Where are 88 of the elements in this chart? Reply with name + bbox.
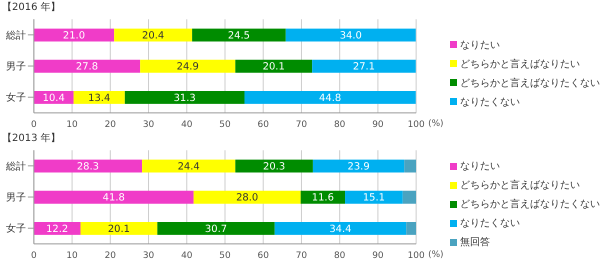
x-tick-label: 60 bbox=[258, 120, 270, 130]
bar bbox=[34, 60, 140, 73]
data-label: 34.0 bbox=[340, 30, 362, 42]
x-tick-label: 90 bbox=[372, 251, 384, 262]
legend-label: なりたい bbox=[460, 160, 500, 173]
y-tick-label: 総計 bbox=[4, 160, 26, 172]
x-tick-label: 50 bbox=[219, 120, 231, 130]
bar bbox=[114, 28, 192, 42]
legend-label: どちらかと言えばなりたくない bbox=[460, 198, 600, 211]
bar bbox=[404, 160, 416, 173]
x-tick-label: 10 bbox=[66, 251, 78, 262]
data-label: 44.8 bbox=[319, 92, 342, 104]
data-label: 24.5 bbox=[228, 30, 250, 42]
x-tick-label: 20 bbox=[104, 251, 116, 262]
x-tick-label: 0 bbox=[31, 120, 38, 130]
data-label: 23.9 bbox=[348, 162, 370, 173]
bar bbox=[142, 160, 236, 173]
x-tick-label: 80 bbox=[334, 251, 346, 262]
data-label: 13.4 bbox=[88, 92, 110, 104]
data-label: 28.3 bbox=[76, 162, 100, 173]
bar bbox=[34, 160, 142, 173]
data-label: 15.1 bbox=[362, 192, 385, 204]
legend-label: なりたくない bbox=[460, 217, 520, 230]
bar bbox=[312, 160, 404, 173]
data-label: 11.6 bbox=[312, 192, 334, 204]
x-tick-label: 70 bbox=[296, 251, 308, 262]
bar bbox=[192, 28, 286, 42]
legend-label: どちらかと言えばなりたい bbox=[460, 58, 580, 70]
data-label: 24.9 bbox=[176, 62, 199, 73]
data-label: 10.4 bbox=[42, 92, 65, 104]
legend-label: どちらかと言えばなりたい bbox=[460, 178, 580, 192]
y-tick-label: 女子 bbox=[6, 92, 26, 104]
data-label: 27.1 bbox=[352, 62, 376, 73]
bar bbox=[194, 190, 301, 204]
bar bbox=[34, 190, 194, 204]
y-tick-label: 女子 bbox=[6, 222, 26, 235]
legend-label: なりたくない bbox=[460, 96, 520, 108]
bar bbox=[235, 60, 312, 73]
data-label: 12.2 bbox=[46, 224, 68, 235]
bar bbox=[74, 90, 125, 104]
x-tick-label: 40 bbox=[181, 251, 193, 262]
x-tick-label: 50 bbox=[219, 251, 231, 262]
y-tick-label: 男子 bbox=[6, 192, 26, 204]
x-tick-label: 0 bbox=[31, 251, 38, 262]
bar bbox=[244, 90, 416, 104]
x-tick-label: 70 bbox=[296, 120, 308, 130]
bar bbox=[80, 222, 158, 235]
x-tick-label: 30 bbox=[142, 251, 155, 262]
x-axis-title: (%) bbox=[428, 250, 444, 260]
bar bbox=[312, 60, 416, 73]
bar bbox=[286, 28, 416, 42]
legend-label: どちらかと言えばなりたくない bbox=[460, 76, 600, 90]
x-tick-label: 40 bbox=[181, 120, 193, 130]
data-label: 24.4 bbox=[178, 162, 200, 173]
x-tick-label: 20 bbox=[104, 120, 116, 130]
x-tick-label: 10 bbox=[66, 120, 78, 130]
x-tick-label: 90 bbox=[372, 120, 384, 130]
data-label: 20.1 bbox=[262, 62, 285, 73]
data-label: 30.7 bbox=[204, 224, 228, 235]
x-tick-label: 100 bbox=[408, 251, 425, 262]
x-axis-title: (%) bbox=[428, 118, 444, 129]
bar bbox=[402, 190, 416, 204]
bar bbox=[235, 160, 313, 173]
data-label: 28.0 bbox=[236, 192, 258, 204]
y-tick-label: 男子 bbox=[6, 62, 26, 73]
x-tick-label: 60 bbox=[258, 251, 270, 262]
data-label: 20.4 bbox=[142, 30, 164, 42]
chart-title: 【2016 年】 bbox=[1, 0, 62, 15]
data-label: 20.3 bbox=[263, 162, 286, 173]
bar bbox=[140, 60, 236, 73]
data-label: 20.1 bbox=[108, 224, 130, 235]
bar bbox=[406, 222, 416, 235]
bar bbox=[124, 90, 244, 104]
bar bbox=[274, 222, 406, 235]
data-label: 41.8 bbox=[102, 192, 125, 204]
legend-label: なりたい bbox=[460, 38, 500, 52]
x-tick-label: 30 bbox=[142, 120, 155, 130]
data-label: 34.4 bbox=[329, 224, 352, 235]
data-label: 21.0 bbox=[62, 30, 86, 42]
data-label: 31.3 bbox=[174, 92, 196, 104]
x-tick-label: 100 bbox=[408, 120, 425, 130]
data-label: 27.8 bbox=[76, 62, 98, 73]
legend-label: 無回答 bbox=[460, 236, 490, 249]
bar bbox=[157, 222, 275, 235]
x-tick-label: 80 bbox=[334, 120, 346, 130]
y-tick-label: 総計 bbox=[4, 29, 26, 42]
chart-title: 【2013 年】 bbox=[1, 132, 62, 146]
bar bbox=[34, 28, 114, 42]
